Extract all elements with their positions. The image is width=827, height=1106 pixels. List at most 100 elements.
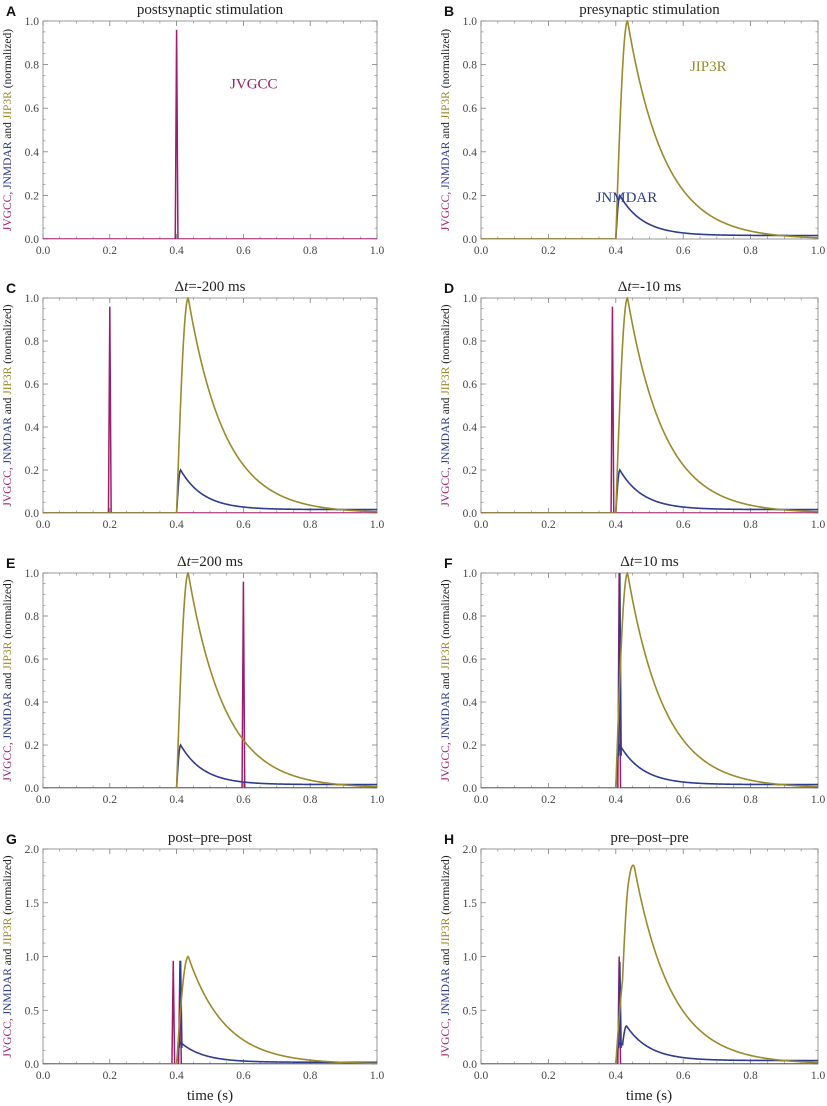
annotation-jvgcc: JVGCC bbox=[230, 77, 278, 93]
x-tick-label: 0.2 bbox=[103, 1070, 118, 1082]
panel-label: F bbox=[444, 555, 453, 571]
y-axis-label: JVGCC, JNMDAR and JIP3R (normalized) bbox=[2, 29, 14, 231]
y-tick-label: 1.0 bbox=[25, 293, 40, 305]
series-jip3r bbox=[481, 297, 818, 513]
x-tick-label: 0.0 bbox=[474, 519, 489, 531]
plot-area bbox=[481, 297, 818, 513]
panel-title: pre–post–pre bbox=[610, 830, 689, 846]
y-tick-label: 0.0 bbox=[25, 234, 40, 246]
y-axis-label: JVGCC, JNMDAR and JIP3R (normalized) bbox=[440, 855, 452, 1057]
x-tick-label: 0.4 bbox=[169, 794, 184, 806]
series-jvgcc bbox=[481, 956, 818, 1064]
plot-frame bbox=[42, 848, 378, 1065]
y-axis-label: JVGCC, JNMDAR and JIP3R (normalized) bbox=[2, 579, 14, 781]
y-axis-label: JVGCC, JNMDAR and JIP3R (normalized) bbox=[440, 579, 452, 781]
x-tick-label: 0.6 bbox=[676, 519, 691, 531]
x-tick-label: 1.0 bbox=[370, 1070, 385, 1082]
x-tick-label: 0.4 bbox=[169, 519, 184, 531]
y-tick-label: 0.0 bbox=[25, 1059, 40, 1071]
x-tick-label: 0.0 bbox=[36, 1070, 51, 1082]
x-tick-label: 0.2 bbox=[541, 1070, 556, 1082]
x-tick-label: 0.0 bbox=[36, 245, 51, 257]
x-tick-label: 0.6 bbox=[676, 1070, 691, 1082]
x-tick-label: 0.8 bbox=[303, 794, 318, 806]
panel-label: A bbox=[6, 3, 16, 19]
y-tick-label: 1.0 bbox=[25, 568, 40, 580]
x-tick-label: 0.2 bbox=[103, 245, 118, 257]
y-tick-label: 0.8 bbox=[463, 60, 478, 72]
x-tick-label: 0.4 bbox=[609, 245, 624, 257]
series-jvgcc bbox=[481, 306, 818, 513]
series-jip3r bbox=[43, 955, 377, 1064]
panel-title: Δt=-200 ms bbox=[174, 279, 245, 295]
plot-frame bbox=[42, 20, 378, 240]
x-tick-label: 0.0 bbox=[36, 794, 51, 806]
annotation-jnmdar: JNMDAR bbox=[596, 190, 658, 206]
panel-title: Δt=10 ms bbox=[620, 554, 679, 570]
x-tick-label: 0.0 bbox=[474, 245, 489, 257]
series-jvgcc bbox=[43, 29, 377, 239]
y-tick-label: 0.2 bbox=[463, 190, 478, 202]
series-jnmdar bbox=[481, 1024, 818, 1064]
x-tick-label: 0.8 bbox=[303, 1070, 318, 1082]
plot-area bbox=[43, 955, 377, 1064]
plot-frame bbox=[480, 572, 819, 789]
x-tick-label: 0.6 bbox=[236, 794, 251, 806]
x-tick-label: 0.8 bbox=[743, 519, 758, 531]
y-tick-label: 2.0 bbox=[463, 844, 478, 856]
series-jip3r bbox=[481, 864, 818, 1064]
y-tick-label: 0.6 bbox=[463, 379, 478, 391]
x-tick-label: 0.4 bbox=[169, 1070, 184, 1082]
plot-frame bbox=[480, 848, 819, 1065]
series-jnmdar bbox=[481, 193, 818, 239]
x-tick-label: 0.6 bbox=[236, 519, 251, 531]
y-tick-label: 0.4 bbox=[25, 422, 40, 434]
x-tick-label: 0.8 bbox=[743, 245, 758, 257]
y-tick-label: 0.4 bbox=[463, 147, 478, 159]
x-axis-label-left: time (s) bbox=[187, 1088, 233, 1104]
y-tick-label: 2.0 bbox=[25, 844, 40, 856]
plot-frame bbox=[42, 572, 378, 789]
panel-a: 0.0 0.2 0.4 0.6 0.8 1.0 0.0 0.2 0.4 0.6 0.8 1.0 A pos… bbox=[2, 2, 384, 257]
x-tick-label: 0.6 bbox=[236, 245, 251, 257]
series-jip3r bbox=[481, 20, 818, 239]
y-tick-label: 1.5 bbox=[463, 898, 478, 910]
x-tick-label: 0.0 bbox=[474, 1070, 489, 1082]
y-tick-label: 0.4 bbox=[25, 697, 40, 709]
panel-label: E bbox=[6, 555, 15, 571]
panel-b: 0.0 0.2 0.4 0.6 0.8 1.0 0.0 0.2 0.4 0.6 0.8 1.0 B pre… bbox=[440, 2, 825, 257]
plot-area bbox=[43, 29, 377, 239]
series-jvgcc bbox=[43, 306, 377, 513]
plot-area bbox=[43, 297, 377, 513]
y-tick-label: 1.0 bbox=[25, 16, 40, 28]
y-tick-label: 0.0 bbox=[463, 234, 478, 246]
y-tick-label: 0.4 bbox=[25, 147, 40, 159]
y-axis-label: JVGCC, JNMDAR and JIP3R (normalized) bbox=[2, 855, 14, 1057]
x-tick-label: 0.2 bbox=[103, 519, 118, 531]
series-jip3r bbox=[481, 572, 818, 788]
panel-title: Δt=200 ms bbox=[177, 554, 243, 570]
y-tick-label: 0.8 bbox=[25, 336, 40, 348]
annotation-jip3r: JIP3R bbox=[690, 59, 727, 75]
panel-label: H bbox=[444, 831, 454, 847]
series-jnmdar bbox=[43, 743, 377, 788]
plot-area bbox=[43, 572, 377, 788]
y-axis-label: JVGCC, JNMDAR and JIP3R (normalized) bbox=[440, 304, 452, 506]
x-tick-label: 0.6 bbox=[676, 245, 691, 257]
series-jnmdar bbox=[481, 468, 818, 513]
y-tick-label: 0.2 bbox=[25, 190, 40, 202]
x-tick-label: 0.8 bbox=[743, 1070, 758, 1082]
plot-frame bbox=[480, 297, 819, 514]
y-tick-label: 0.8 bbox=[25, 611, 40, 623]
y-axis-label: JVGCC, JNMDAR and JIP3R (normalized) bbox=[2, 304, 14, 506]
series-jip3r bbox=[43, 572, 377, 788]
x-tick-label: 0.2 bbox=[541, 794, 556, 806]
x-tick-label: 1.0 bbox=[370, 794, 385, 806]
x-tick-label: 0.2 bbox=[541, 519, 556, 531]
x-tick-label: 1.0 bbox=[811, 794, 826, 806]
panel-label: B bbox=[444, 3, 454, 19]
panel-title: postsynaptic stimulation bbox=[137, 2, 284, 18]
y-tick-label: 0.2 bbox=[463, 740, 478, 752]
series-jip3r bbox=[43, 297, 377, 513]
